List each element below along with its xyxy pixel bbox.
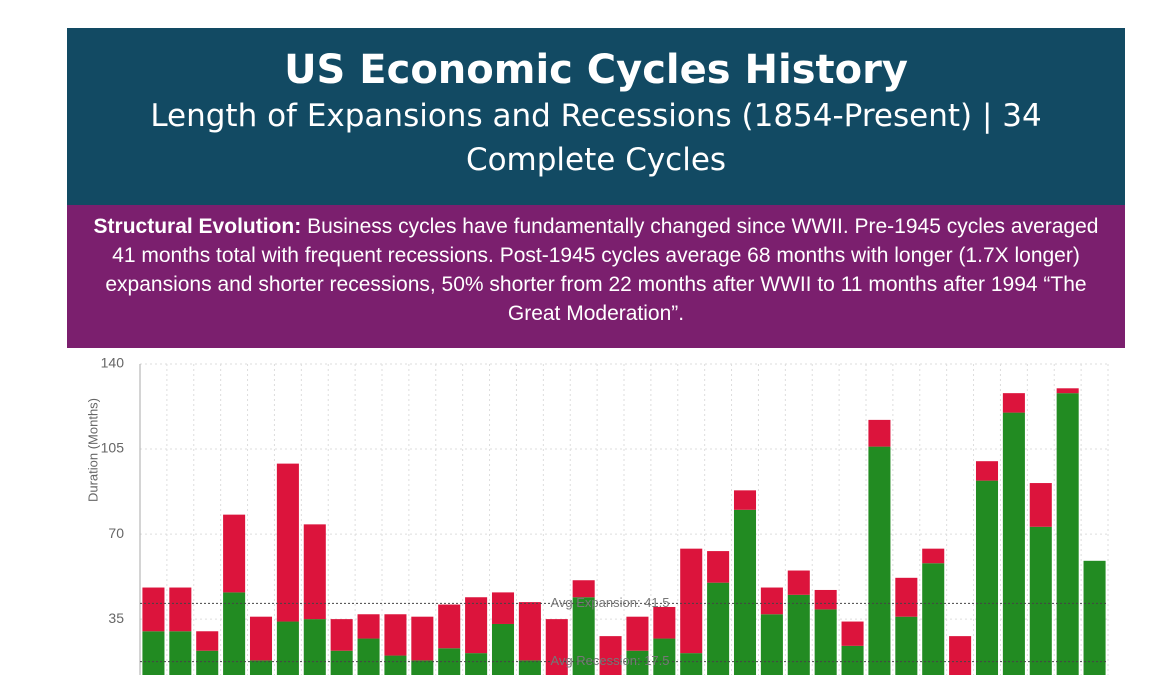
bar-segment	[303, 524, 326, 620]
bar-segment	[787, 594, 810, 675]
bar-segment	[1002, 393, 1025, 413]
bar-segment	[814, 589, 837, 610]
bar-segment	[949, 636, 972, 675]
bar-segment	[357, 614, 380, 639]
note-text: Business cycles have fundamentally chang…	[105, 215, 1099, 325]
bar-segment	[626, 616, 649, 651]
bar-segment	[653, 606, 676, 639]
bar-segment	[330, 650, 353, 675]
bar-segment	[142, 631, 165, 675]
reference-label: Avg Expansion: 41.5	[550, 595, 669, 610]
bar-segment	[411, 660, 434, 675]
y-axis-label: Duration (Months)	[85, 398, 100, 502]
bar-segment	[760, 587, 783, 615]
bar-segment	[223, 514, 246, 593]
bar-segment	[1056, 393, 1079, 675]
bar-segment	[868, 419, 891, 447]
bar-segment	[922, 548, 945, 564]
bar-segment	[1083, 560, 1106, 675]
bar-segment	[868, 446, 891, 675]
y-tick-label: 35	[108, 610, 124, 626]
bar-segment	[491, 592, 515, 624]
bar-segment	[357, 638, 380, 675]
bar-segment	[1056, 388, 1079, 394]
bar-segment	[975, 480, 999, 675]
bar-segment	[518, 660, 541, 675]
bars	[142, 388, 1106, 675]
bar-segment	[384, 655, 407, 675]
bar-segment	[169, 631, 192, 675]
note: Structural Evolution: Business cycles ha…	[67, 205, 1125, 348]
header: US Economic Cycles History Length of Exp…	[67, 28, 1125, 205]
bar-segment	[303, 619, 326, 675]
reference-label: Avg Recession: 17.5	[551, 653, 670, 668]
title: US Economic Cycles History	[284, 47, 908, 93]
note-lead: Structural Evolution:	[93, 215, 302, 238]
bar-segment	[518, 602, 541, 661]
bar-segment	[814, 609, 837, 675]
bar-segment	[465, 597, 488, 654]
bar-segment	[465, 653, 488, 675]
bar-segment	[249, 660, 273, 675]
bar-segment	[169, 587, 192, 632]
bar-segment	[330, 619, 353, 651]
bar-segment	[599, 636, 622, 675]
bar-segment	[438, 604, 461, 649]
bar-segment	[491, 623, 515, 675]
y-tick-label: 105	[101, 440, 125, 456]
bar-segment	[223, 592, 246, 675]
bar-segment	[1029, 483, 1052, 527]
bar-segment	[787, 570, 810, 595]
bar-segment	[707, 582, 730, 675]
bar-segment	[922, 563, 945, 675]
bar-segment	[680, 548, 703, 654]
bar-segment	[196, 631, 219, 651]
bar-segment	[249, 616, 273, 661]
bar-segment	[841, 621, 864, 646]
bar-segment	[733, 509, 757, 675]
bar-segment	[733, 490, 757, 510]
subtitle: Length of Expansions and Recessions (185…	[150, 98, 1042, 178]
bar-segment	[760, 614, 783, 675]
bar-segment	[572, 597, 595, 675]
bar-segment	[1029, 526, 1052, 675]
y-tick-label: 70	[108, 525, 124, 541]
bar-segment	[411, 616, 434, 661]
bar-segment	[895, 577, 918, 617]
bar-segment	[276, 463, 299, 622]
bar-segment	[680, 653, 703, 675]
bar-segment	[1002, 412, 1025, 675]
bar-segment	[572, 580, 595, 598]
bar-segment	[384, 614, 407, 656]
bar-segment	[142, 587, 165, 632]
bar-segment	[276, 621, 299, 675]
bar-segment	[841, 645, 864, 675]
bar-segment	[895, 616, 918, 675]
bar-segment	[626, 650, 649, 675]
y-tick-label: 140	[101, 355, 125, 371]
bar-segment	[975, 461, 999, 481]
bar-segment	[707, 551, 730, 583]
bar-segment	[653, 638, 676, 675]
bar-segment	[196, 650, 219, 675]
bar-segment	[545, 619, 568, 675]
